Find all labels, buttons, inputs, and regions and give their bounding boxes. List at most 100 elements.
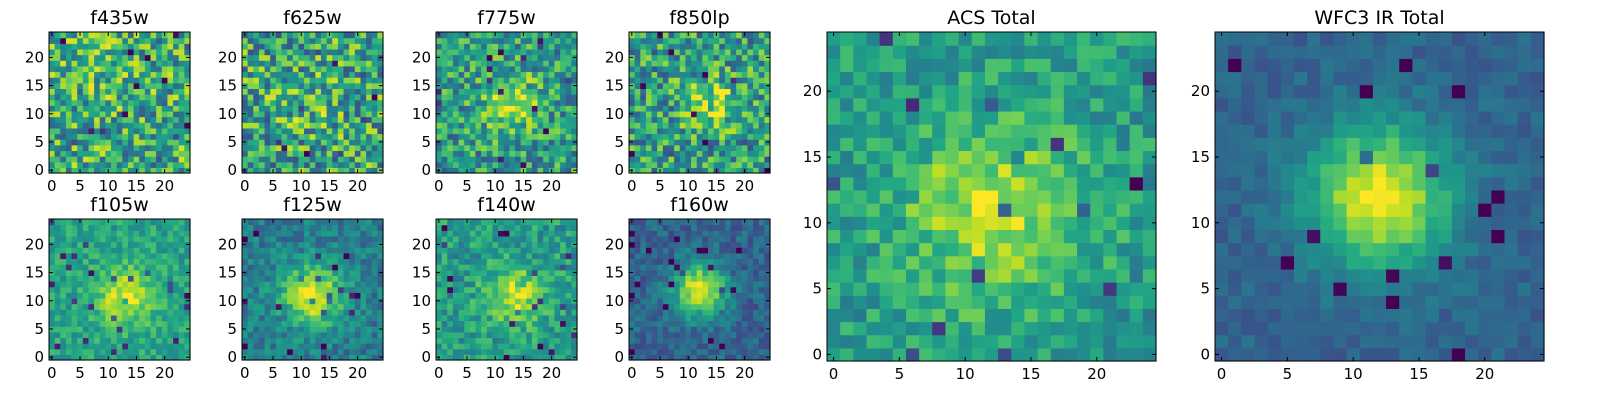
heatmap-cell: [144, 43, 152, 50]
heatmap-cell: [464, 94, 471, 101]
heatmap-cell: [127, 258, 135, 265]
heatmap-cell: [634, 326, 641, 333]
heatmap-cell: [360, 71, 367, 78]
heatmap-cell: [679, 65, 686, 73]
heatmap-cell: [696, 116, 703, 123]
heatmap-cell: [571, 320, 578, 327]
heatmap-cell: [270, 286, 277, 293]
heatmap-cell: [264, 235, 271, 243]
heatmap-cell: [49, 247, 56, 254]
heatmap-cell: [640, 71, 647, 78]
heatmap-cell: [503, 82, 510, 89]
heatmap-cell: [320, 71, 328, 78]
heatmap-cell: [71, 167, 78, 174]
heatmap-cell: [127, 286, 135, 293]
heatmap-cell: [343, 150, 350, 157]
heatmap-cell: [736, 65, 743, 73]
heatmap-cell: [116, 65, 123, 73]
heatmap-cell: [360, 303, 367, 310]
heatmap-cell: [464, 348, 471, 355]
heatmap-cell: [458, 71, 465, 78]
heatmap-cell: [713, 161, 720, 168]
heatmap-cell: [514, 337, 522, 344]
heatmap-cell: [509, 127, 516, 135]
heatmap-cell: [713, 133, 720, 140]
heatmap-cell: [685, 144, 692, 152]
heatmap-cell: [49, 309, 56, 316]
heatmap-cell: [139, 320, 146, 327]
heatmap-cell: [60, 54, 67, 61]
heatmap-cell: [105, 94, 112, 101]
heatmap-cell: [662, 133, 670, 140]
heatmap-cell: [537, 122, 544, 129]
heatmap-cell: [481, 252, 488, 260]
heatmap-cell: [571, 264, 578, 271]
heatmap-cell: [509, 150, 516, 157]
heatmap-cell: [133, 230, 140, 237]
heatmap-cell: [657, 320, 664, 327]
heatmap-cell: [629, 292, 636, 299]
heatmap-cell: [629, 88, 636, 95]
heatmap-cell: [332, 133, 339, 140]
heatmap-cell: [509, 230, 516, 237]
heatmap-cell: [691, 275, 698, 282]
heatmap-cell: [77, 150, 84, 157]
heatmap-cell: [360, 331, 367, 339]
heatmap-cell: [343, 241, 350, 248]
heatmap-cell: [447, 60, 454, 67]
heatmap-cell: [99, 43, 106, 50]
heatmap-cell: [458, 116, 465, 123]
heatmap-cell: [139, 37, 146, 44]
heatmap-cell: [651, 54, 658, 61]
heatmap-cell: [554, 275, 561, 282]
heatmap-cell: [320, 314, 328, 322]
heatmap-cell: [184, 71, 191, 78]
heatmap-cell: [150, 43, 157, 50]
heatmap-cell: [713, 94, 720, 101]
heatmap-cell: [49, 230, 56, 237]
heatmap-cell: [65, 275, 73, 282]
heatmap-cell: [156, 292, 163, 299]
heatmap-cell: [691, 54, 698, 61]
heatmap-cell: [447, 150, 454, 157]
heatmap-cell: [691, 37, 698, 44]
heatmap-cell: [543, 105, 550, 112]
heatmap-cell: [526, 54, 533, 61]
heatmap-cell: [360, 150, 367, 157]
heatmap-cell: [275, 94, 283, 101]
heatmap-cell: [503, 88, 510, 95]
heatmap-cell: [554, 37, 561, 44]
heatmap-cell: [526, 60, 533, 67]
heatmap-cell: [651, 161, 658, 168]
heatmap-cell: [531, 241, 539, 248]
heatmap-cell: [105, 337, 112, 344]
y-tick-label: 20: [25, 48, 44, 66]
heatmap-cell: [537, 139, 544, 146]
heatmap-cell: [360, 127, 367, 135]
heatmap-cell: [304, 247, 311, 254]
heatmap-cell: [554, 337, 561, 344]
heatmap-cell: [503, 219, 510, 226]
heatmap-cell: [360, 82, 367, 89]
heatmap-cell: [447, 224, 454, 231]
heatmap-cell: [326, 133, 333, 140]
heatmap-cell: [167, 286, 174, 293]
heatmap-cell: [492, 309, 499, 316]
x-tick-label: 0: [434, 177, 444, 195]
heatmap-cell: [116, 292, 123, 299]
heatmap-cell: [492, 127, 499, 135]
heatmap-cell: [730, 94, 737, 101]
heatmap-cell: [156, 167, 163, 174]
heatmap-cell: [481, 326, 488, 333]
heatmap-cell: [122, 337, 129, 344]
heatmap-cell: [139, 94, 146, 101]
heatmap-cell: [537, 269, 544, 276]
heatmap-cell: [332, 54, 339, 61]
heatmap-cell: [730, 32, 737, 39]
heatmap-cell: [452, 43, 460, 50]
heatmap-cell: [475, 286, 482, 293]
heatmap-cell: [320, 224, 328, 231]
heatmap-cell: [349, 105, 356, 112]
heatmap-cell: [441, 110, 448, 118]
heatmap-cell: [54, 303, 61, 310]
